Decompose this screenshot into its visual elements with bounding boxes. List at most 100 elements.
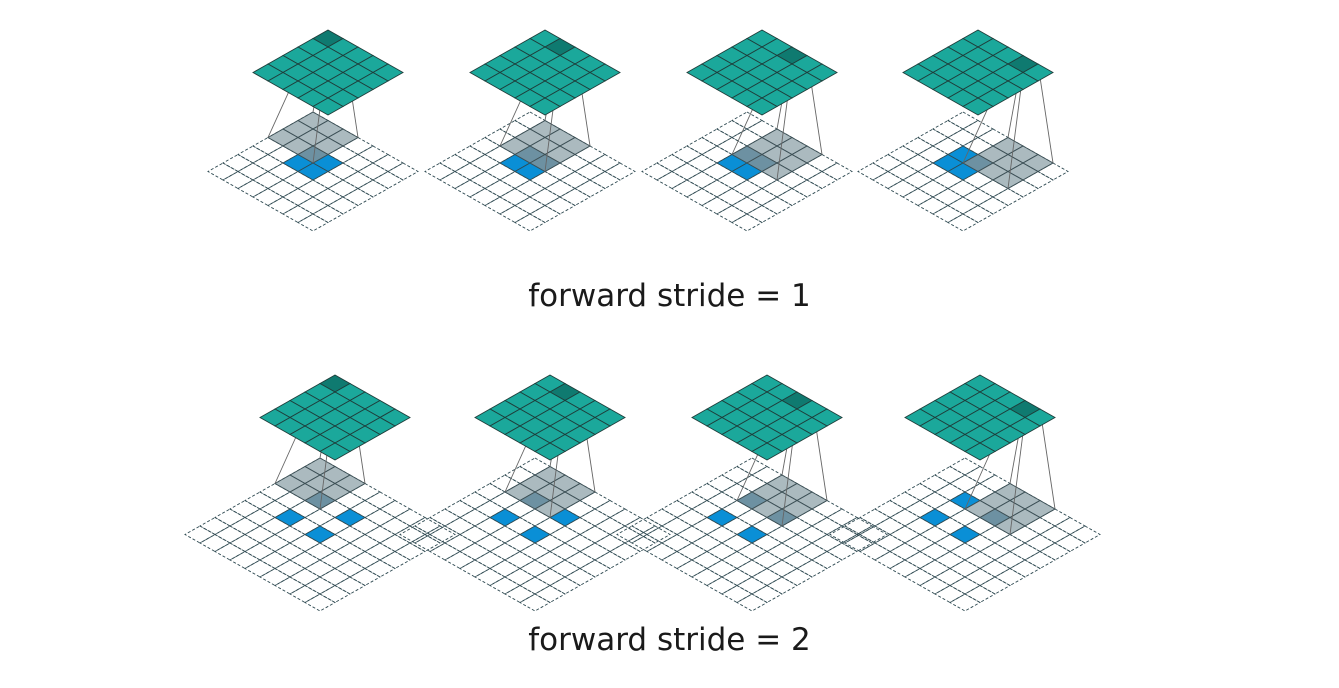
input-cell bbox=[676, 559, 708, 578]
input-cell bbox=[609, 542, 641, 561]
input-cell bbox=[259, 499, 291, 519]
input-cell bbox=[671, 162, 703, 181]
caption-stride-2: forward stride = 2 bbox=[528, 622, 811, 658]
input-cell bbox=[919, 491, 951, 510]
input-cell bbox=[889, 525, 921, 544]
input-pixel bbox=[297, 162, 329, 181]
input-cell bbox=[349, 499, 381, 519]
input-cell bbox=[934, 567, 966, 587]
input-cell bbox=[394, 525, 426, 544]
input-cell bbox=[334, 559, 366, 578]
panel-row2-step1 bbox=[184, 374, 456, 612]
input-cell bbox=[947, 196, 979, 215]
input-cell bbox=[791, 179, 823, 198]
input-cell bbox=[949, 474, 981, 493]
input-cell bbox=[731, 128, 763, 147]
input-cell bbox=[761, 196, 793, 215]
input-cell bbox=[781, 533, 813, 553]
input-cell bbox=[474, 533, 506, 553]
input-cell bbox=[199, 533, 231, 553]
input-cell bbox=[259, 533, 291, 553]
input-cell bbox=[297, 179, 329, 198]
input-cell bbox=[736, 559, 768, 578]
input-cell bbox=[949, 559, 981, 578]
input-cell bbox=[304, 559, 336, 578]
input-cell bbox=[444, 550, 476, 570]
input-cell bbox=[656, 153, 688, 173]
input-cell bbox=[962, 187, 994, 207]
input-cell bbox=[379, 499, 411, 519]
input-cell bbox=[766, 542, 798, 561]
input-cell bbox=[874, 516, 906, 536]
input-cell bbox=[304, 542, 336, 561]
input-cell bbox=[229, 533, 261, 553]
input-cell bbox=[796, 559, 828, 578]
input-cell bbox=[474, 550, 506, 570]
input-cell bbox=[949, 542, 981, 561]
input-cell bbox=[414, 516, 446, 536]
input-cell bbox=[761, 179, 793, 198]
input-cell bbox=[904, 567, 936, 587]
input-cell bbox=[1024, 550, 1056, 570]
input-cell bbox=[312, 187, 344, 207]
input-pixel bbox=[489, 508, 521, 527]
input-cell bbox=[746, 119, 778, 139]
input-cell bbox=[751, 567, 783, 587]
input-cell bbox=[624, 516, 656, 536]
input-cell bbox=[357, 162, 389, 181]
input-cell bbox=[564, 550, 596, 570]
input-cell bbox=[304, 508, 336, 527]
input-cell bbox=[902, 187, 934, 207]
input-cell bbox=[947, 128, 979, 147]
input-cell bbox=[639, 525, 671, 544]
input-cell bbox=[721, 567, 753, 587]
input-cell bbox=[1039, 542, 1071, 561]
input-cell bbox=[889, 542, 921, 561]
input-cell bbox=[874, 533, 906, 553]
output-cell bbox=[312, 97, 344, 116]
input-cell bbox=[594, 516, 626, 536]
input-cell bbox=[736, 542, 768, 561]
input-cell bbox=[274, 576, 306, 595]
input-cell bbox=[399, 525, 431, 544]
input-cell bbox=[604, 162, 636, 181]
input-cell bbox=[474, 482, 506, 502]
input-cell bbox=[766, 559, 798, 578]
input-cell bbox=[297, 196, 329, 215]
input-cell bbox=[656, 170, 688, 190]
input-cell bbox=[781, 567, 813, 587]
panel-row1-step3 bbox=[641, 29, 853, 232]
input-cell bbox=[372, 170, 404, 190]
caption-stride-1: forward stride = 1 bbox=[528, 278, 811, 314]
input-cell bbox=[706, 542, 738, 561]
input-cell bbox=[751, 465, 783, 485]
input-cell bbox=[887, 145, 919, 164]
input-pixel bbox=[919, 508, 951, 527]
input-cell bbox=[917, 196, 949, 215]
input-cell bbox=[244, 525, 276, 544]
input-cell bbox=[706, 525, 738, 544]
input-cell bbox=[364, 525, 396, 544]
input-cell bbox=[676, 491, 708, 510]
input-cell bbox=[872, 153, 904, 173]
input-cell bbox=[661, 550, 693, 570]
input-cell bbox=[349, 550, 381, 570]
input-cell bbox=[934, 465, 966, 485]
input-cell bbox=[394, 508, 426, 527]
input-cell bbox=[519, 457, 551, 476]
input-cell bbox=[686, 187, 718, 207]
input-cell bbox=[484, 196, 516, 215]
input-cell bbox=[841, 533, 873, 553]
input-cell bbox=[444, 499, 476, 519]
input-cell bbox=[609, 525, 641, 544]
input-cell bbox=[364, 491, 396, 510]
input-cell bbox=[214, 508, 246, 527]
input-cell bbox=[474, 499, 506, 519]
input-cell bbox=[661, 516, 693, 536]
input-cell bbox=[267, 196, 299, 215]
input-cell bbox=[776, 187, 808, 207]
input-cell bbox=[947, 111, 979, 130]
input-cell bbox=[319, 584, 351, 604]
input-cell bbox=[499, 119, 531, 139]
projection-line bbox=[1007, 72, 1024, 189]
